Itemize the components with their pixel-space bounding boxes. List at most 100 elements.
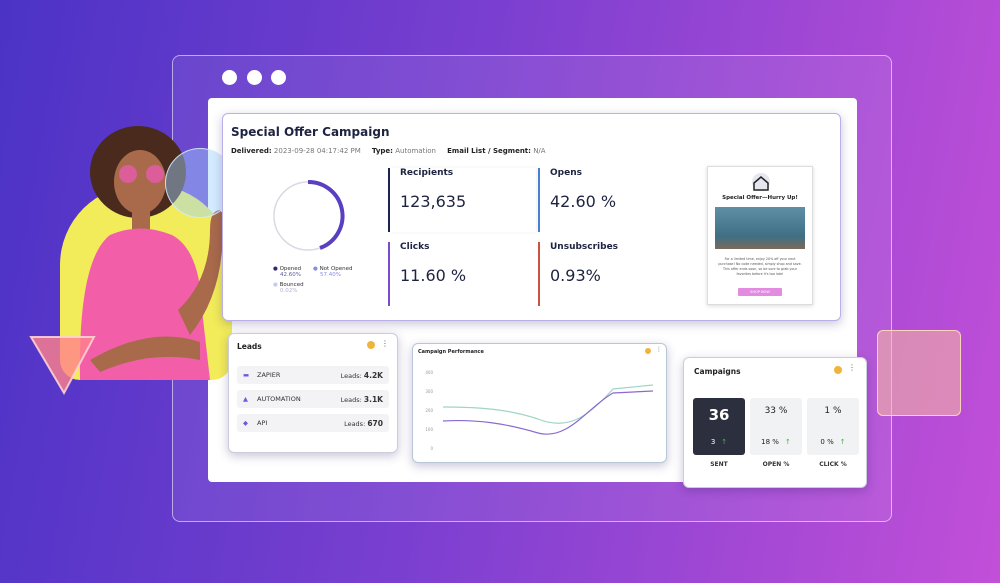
meta-value: N/A <box>533 147 546 155</box>
cell-label: OPEN % <box>762 461 790 468</box>
y-tick-label: 0 <box>430 446 433 451</box>
cell-small-value: 18 % <box>761 438 779 446</box>
y-tick-label: 300 <box>425 389 433 394</box>
cell-small-value: 3 <box>710 438 716 446</box>
legend-item: ● Opened 42.60% <box>273 266 302 278</box>
campaigns-card: Campaigns ⋮ 36 3 ↑ SENT 33 % 18 % ↑ OPEN % 1 % 0 … <box>683 357 867 488</box>
peach-square <box>877 330 961 416</box>
help-icon[interactable] <box>367 341 375 349</box>
email-heading: Special Offer—Hurry Up! <box>722 195 798 201</box>
performance-lines <box>442 384 654 435</box>
lead-row: ▲ AUTOMATION Leads: 3.1K <box>237 390 389 408</box>
campaign-card: Special Offer Campaign Delivered: 2023-0… <box>222 113 841 321</box>
legend-item: ● Bounced 0.02% <box>273 282 304 294</box>
y-tick-label: 400 <box>425 370 433 375</box>
donut-arc <box>307 179 345 250</box>
lead-value: 3.1K <box>363 395 383 404</box>
lead-name: ZAPIER <box>257 371 281 379</box>
stat-block: Clicks 11.60 % <box>388 242 536 306</box>
meta-row: Delivered: 2023-09-28 04:17:42 PM Type: … <box>231 147 546 155</box>
legend-item: ● Not Opened 57.40% <box>313 266 353 278</box>
lead-row: ◆ API Leads: 670 <box>237 414 389 432</box>
neck <box>132 208 150 230</box>
stat-block: Unsubscribes 0.93% <box>538 242 686 306</box>
stat-value: 11.60 % <box>400 266 467 285</box>
stat-label: Opens <box>550 168 582 178</box>
cell-small: 18 % ↑ <box>750 438 802 446</box>
arm <box>90 336 200 372</box>
meta-value: Automation <box>395 147 436 155</box>
triangle-shape <box>29 336 96 396</box>
legend-value: 0.02% <box>280 288 298 294</box>
cell-small: 3 ↑ <box>693 438 745 446</box>
meta-value: 2023-09-28 04:17:42 PM <box>273 147 361 155</box>
legend-label: Not Opened <box>319 266 353 272</box>
email-preview: Special Offer—Hurry Up! For a limited ti… <box>707 166 813 305</box>
trend-line <box>442 390 654 435</box>
window-dot <box>222 70 237 85</box>
stat-label: Clicks <box>400 242 430 252</box>
y-tick-label: 200 <box>425 408 433 413</box>
leads-card: Leads ⋮ ▬ ZAPIER Leads: 4.2K ▲ AUTOMATION Le… <box>228 333 398 453</box>
stat-block: Recipients 123,635 <box>388 168 536 232</box>
up-arrow: ↑ <box>839 438 846 446</box>
lead-name: AUTOMATION <box>257 395 301 403</box>
window-dot <box>247 70 262 85</box>
sunglasses <box>146 165 164 183</box>
stat-label: Unsubscribes <box>550 242 619 252</box>
cell-label: SENT <box>710 461 728 468</box>
legend-label: Opened <box>279 266 302 272</box>
meta-label: Type: <box>371 147 393 155</box>
help-icon[interactable] <box>834 366 842 374</box>
stat-cell: 33 % 18 % ↑ <box>750 398 802 455</box>
menu-icon[interactable]: ⋮ <box>381 339 389 348</box>
donut <box>273 179 345 251</box>
stat-label: Recipients <box>400 168 454 178</box>
person-illustration <box>79 126 226 380</box>
cell-big: 33 % <box>764 406 788 416</box>
email-body: For a limited time, enjoy 20% off your n… <box>718 257 802 276</box>
cell-label: CLICK % <box>819 461 847 468</box>
campaign-title: Special Offer Campaign <box>231 125 390 139</box>
lead-value: 670 <box>367 419 383 428</box>
lead-name: API <box>257 419 268 427</box>
cell-big: 1 % <box>824 406 842 416</box>
y-tick-label: 100 <box>425 427 433 432</box>
sunglasses <box>119 165 137 183</box>
lead-label: Leads: <box>340 372 362 380</box>
email-button[interactable]: SHOP NOW <box>738 288 782 296</box>
email-image <box>715 207 805 249</box>
performance-card: Campaign Performance ⋮ 400 300 200 100 0 <box>412 343 667 463</box>
triangle <box>29 336 96 396</box>
campaigns-title: Campaigns <box>694 367 741 376</box>
arm <box>178 210 226 335</box>
help-icon[interactable] <box>645 348 651 354</box>
leads-title: Leads <box>237 342 262 351</box>
stat-value: 42.60 % <box>550 192 617 211</box>
performance-title: Campaign Performance <box>418 349 484 355</box>
cell-small: 0 % ↑ <box>807 438 859 446</box>
lead-row: ▬ ZAPIER Leads: 4.2K <box>237 366 389 384</box>
cell-big: 36 <box>708 406 730 424</box>
trend-line <box>442 384 654 424</box>
lead-value: 4.2K <box>363 371 383 380</box>
window-dot <box>271 70 286 85</box>
stat-value: 123,635 <box>400 192 467 211</box>
meta-label: Email List / Segment: <box>447 147 531 155</box>
up-arrow: ↑ <box>721 438 728 446</box>
stat-cell: 36 3 ↑ <box>693 398 745 455</box>
house-icon <box>752 173 770 191</box>
menu-icon[interactable]: ⋮ <box>848 363 856 372</box>
legend-value: 42.60% <box>280 272 301 278</box>
stat-cell: 1 % 0 % ↑ <box>807 398 859 455</box>
meta-label: Delivered: <box>231 147 272 155</box>
lead-label: Leads: <box>340 396 362 404</box>
lead-label: Leads: <box>344 420 366 428</box>
stat-block: Opens 42.60 % <box>538 168 686 232</box>
menu-icon[interactable]: ⋮ <box>656 346 662 353</box>
cell-small-value: 0 % <box>820 438 834 446</box>
up-arrow: ↑ <box>784 438 791 446</box>
legend-label: Bounced <box>279 282 304 288</box>
legend-value: 57.40% <box>320 272 341 278</box>
